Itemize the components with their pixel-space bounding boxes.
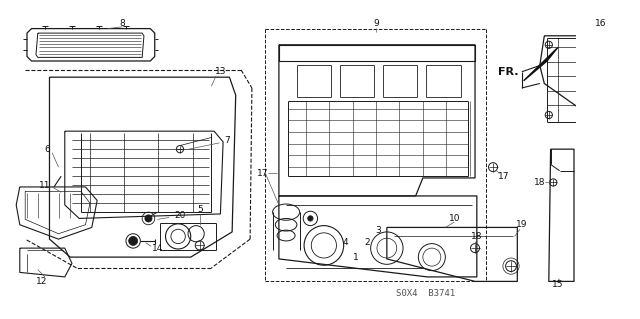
Text: 17: 17 [498,172,509,181]
Text: 6: 6 [44,145,50,154]
Text: 17: 17 [257,169,268,178]
Text: 14: 14 [152,244,163,253]
Text: 18: 18 [471,232,483,241]
Text: 2: 2 [364,238,370,247]
Text: 5: 5 [197,205,203,214]
Circle shape [145,215,152,222]
Text: 16: 16 [595,19,607,28]
Text: FR.: FR. [499,67,519,77]
Text: 1: 1 [353,253,359,262]
Text: 20: 20 [174,211,186,220]
Text: 3: 3 [375,226,381,234]
Text: 4: 4 [342,238,348,247]
Text: 7: 7 [224,136,230,145]
Text: 9: 9 [373,19,379,28]
Text: 19: 19 [516,220,527,229]
Polygon shape [524,48,558,81]
Text: S0X4  B3741: S0X4 B3741 [396,289,455,298]
Text: 13: 13 [214,67,226,76]
Text: 10: 10 [449,214,460,223]
Text: 11: 11 [39,181,51,189]
Text: 8: 8 [120,19,125,28]
Circle shape [129,236,138,245]
Text: 18: 18 [534,178,545,187]
Circle shape [308,216,313,221]
Text: 15: 15 [552,280,564,289]
Text: 12: 12 [36,277,47,286]
